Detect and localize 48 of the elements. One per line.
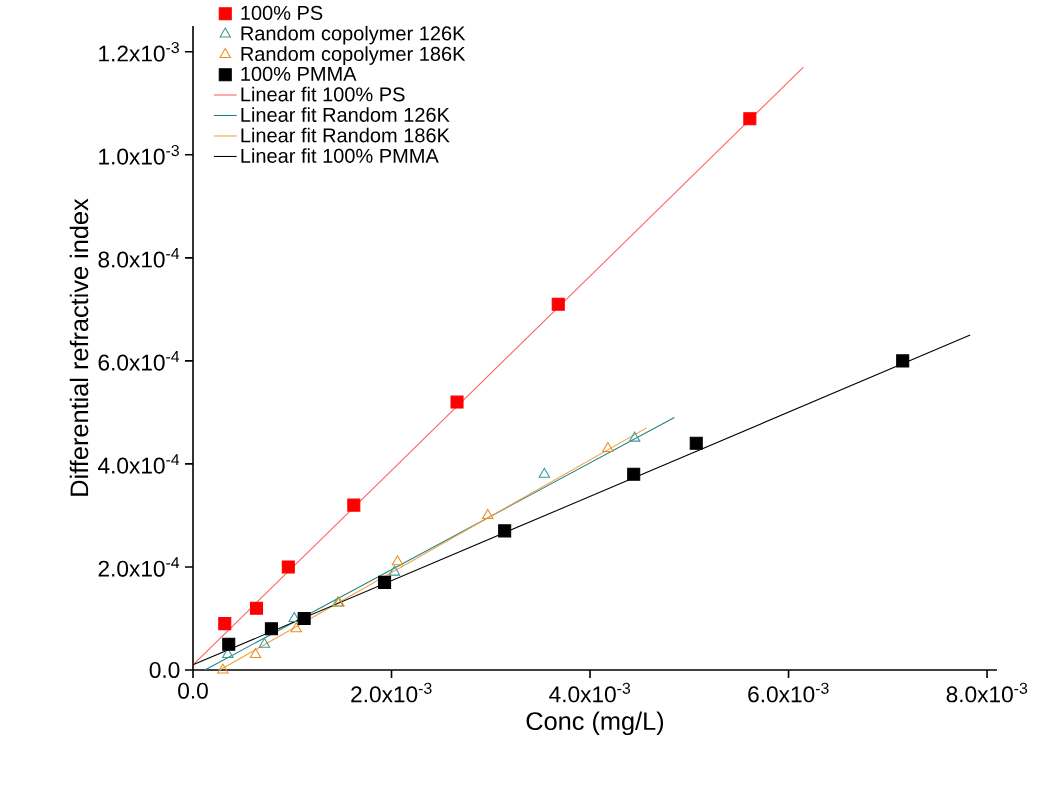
y-tick-label: 2.0x10$^{-4}$ bbox=[98, 557, 180, 577]
x-tick-label: 8.0x10$^{-3}$ bbox=[946, 682, 1028, 703]
point bbox=[689, 436, 703, 450]
y-tick-label: 4.0x10$^{-4}$ bbox=[97, 454, 180, 474]
point bbox=[347, 498, 361, 512]
x-tick-label: 4.0x10$^{-3}$ bbox=[549, 682, 631, 703]
y-tick-label: 1.2x10$^{-3}$ bbox=[99, 41, 179, 62]
point bbox=[896, 354, 910, 368]
point bbox=[627, 467, 641, 481]
point bbox=[450, 395, 464, 409]
y-tick-label: 0.0 bbox=[149, 661, 180, 679]
point bbox=[482, 508, 494, 519]
point bbox=[538, 467, 551, 478]
x-tick-label: 0.0 bbox=[178, 682, 208, 699]
point bbox=[290, 622, 302, 633]
point bbox=[388, 565, 401, 576]
x-axis-title: Conc (mg/L) bbox=[526, 711, 664, 736]
point bbox=[217, 663, 229, 674]
legend-label: Linear fit 100% PMMA bbox=[241, 148, 439, 163]
point bbox=[218, 617, 232, 631]
legend-label: Linear fit Random 186K bbox=[241, 127, 450, 143]
point bbox=[391, 555, 404, 566]
point bbox=[288, 611, 300, 622]
y-tick-label: 1.0x10$^{-3}$ bbox=[99, 144, 179, 165]
point bbox=[222, 637, 236, 651]
point bbox=[249, 601, 264, 615]
point bbox=[743, 112, 757, 126]
point bbox=[602, 441, 614, 452]
legend-label: 100% PS bbox=[241, 5, 323, 20]
point bbox=[628, 431, 641, 442]
point bbox=[498, 524, 512, 538]
legend-label: Linear fit Random 126K bbox=[241, 107, 450, 122]
y-tick-label: 6.0x10$^{-4}$ bbox=[98, 351, 180, 371]
y-axis-title: Differential refractive index bbox=[69, 198, 89, 496]
legend-label: 100% PMMA bbox=[241, 66, 357, 81]
point bbox=[297, 611, 311, 626]
y-tick-label: 8.0x10$^{-4}$ bbox=[98, 248, 180, 268]
point bbox=[378, 575, 392, 589]
legend-label: Random copolymer 186K bbox=[241, 46, 466, 65]
point bbox=[281, 560, 295, 574]
legend-label: Linear fit 100% PS bbox=[241, 86, 405, 102]
x-tick-label: 6.0x10$^{-3}$ bbox=[748, 682, 829, 703]
x-tick-label: 2.0x10$^{-3}$ bbox=[351, 682, 432, 703]
point bbox=[249, 647, 262, 659]
point bbox=[264, 622, 278, 636]
point bbox=[551, 297, 565, 311]
point bbox=[258, 637, 271, 648]
legend-label: Random copolymer 126K bbox=[241, 25, 466, 45]
